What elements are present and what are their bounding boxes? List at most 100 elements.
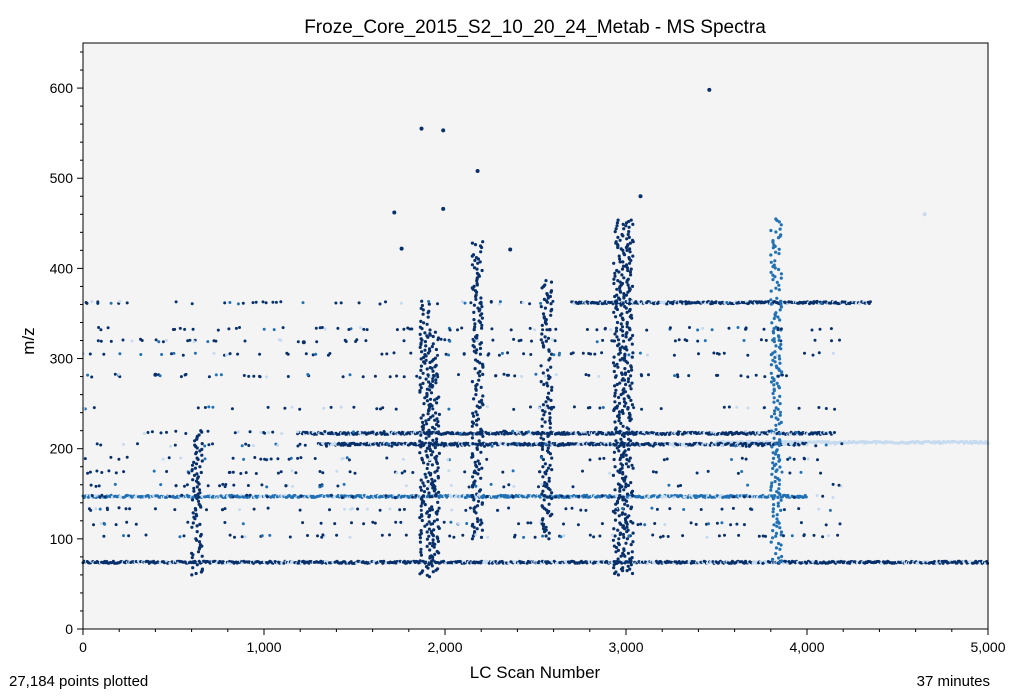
column-point	[433, 552, 437, 557]
scatter-point	[158, 374, 162, 378]
column-point	[422, 461, 426, 465]
column-point	[613, 534, 617, 538]
column-point	[630, 403, 635, 407]
scatter-point	[457, 522, 460, 526]
scatter-point	[632, 406, 636, 410]
column-point	[437, 395, 441, 399]
column-point	[616, 541, 621, 545]
column-point	[425, 530, 429, 534]
column-point	[419, 341, 423, 345]
column-point	[471, 253, 476, 257]
scatter-point	[696, 328, 700, 332]
column-point	[626, 268, 630, 273]
column-point	[419, 319, 423, 323]
column-point	[421, 371, 425, 375]
column-point	[622, 397, 626, 401]
scatter-point	[653, 522, 657, 525]
scatter-point	[762, 327, 766, 331]
column-point	[618, 381, 622, 385]
scatter-point	[320, 535, 324, 539]
scatter-point	[336, 484, 340, 488]
column-point	[424, 358, 428, 362]
column-point	[622, 378, 627, 382]
column-point	[194, 571, 198, 576]
column-point	[470, 537, 474, 541]
scatter-point	[677, 430, 680, 434]
scatter-point	[90, 375, 94, 379]
column-point	[774, 462, 778, 466]
scatter-point	[579, 508, 583, 512]
column-point	[614, 439, 618, 443]
column-point	[776, 315, 780, 319]
column-point	[197, 488, 202, 492]
column-point	[470, 420, 474, 424]
scatter-point	[228, 470, 232, 474]
column-point	[478, 374, 482, 378]
scatter-point	[99, 521, 103, 525]
scatter-point	[534, 372, 538, 376]
column-point	[431, 414, 435, 418]
scatter-point	[775, 353, 779, 357]
scatter-point	[352, 430, 355, 434]
column-point	[778, 361, 782, 365]
column-point	[473, 243, 478, 247]
scatter-point	[268, 533, 272, 537]
column-point	[195, 456, 199, 460]
column-point	[431, 538, 435, 542]
column-point	[630, 381, 634, 385]
column-point	[621, 333, 625, 338]
scatter-point	[652, 443, 656, 447]
scatter-point	[178, 535, 182, 539]
column-point	[617, 514, 621, 518]
column-point	[626, 528, 630, 532]
scatter-point	[97, 326, 101, 329]
scatter-point	[498, 300, 502, 304]
column-point	[774, 344, 778, 348]
scatter-point	[812, 533, 816, 537]
scatter-point	[838, 338, 841, 342]
scatter-point	[304, 431, 308, 435]
scatter-point	[458, 431, 462, 435]
scatter-point	[344, 340, 348, 343]
column-point	[618, 351, 622, 355]
column-point	[616, 557, 620, 561]
column-point	[624, 462, 629, 466]
column-point	[775, 448, 779, 452]
scatter-point	[223, 521, 227, 524]
scatter-point	[797, 406, 801, 410]
column-point	[419, 513, 424, 517]
scatter-point	[581, 351, 585, 355]
column-point	[477, 462, 482, 466]
column-point	[612, 457, 616, 462]
scatter-point	[388, 375, 392, 379]
column-point	[623, 371, 628, 375]
scatter-point	[553, 443, 557, 447]
column-point	[550, 468, 554, 472]
column-point	[546, 384, 550, 388]
scatter-point	[279, 470, 283, 474]
column-point	[421, 413, 425, 417]
column-point	[611, 473, 616, 477]
column-point	[778, 410, 783, 414]
column-point	[434, 381, 438, 385]
scatter-point	[526, 521, 530, 525]
column-point	[613, 394, 617, 398]
scatter-point	[699, 508, 703, 511]
scatter-point	[159, 483, 163, 487]
column-point	[424, 419, 428, 423]
scatter-point	[386, 442, 389, 446]
column-point	[435, 460, 439, 464]
column-point	[550, 512, 554, 516]
column-point	[431, 558, 435, 562]
column-point	[422, 484, 426, 488]
scatter-point	[258, 374, 261, 378]
column-point	[614, 326, 619, 330]
scatter-point	[207, 375, 211, 379]
scatter-point	[246, 484, 250, 487]
scatter-point	[183, 484, 186, 488]
scatter-point	[323, 327, 327, 331]
column-point	[622, 227, 626, 231]
column-point	[544, 279, 548, 283]
column-point	[425, 466, 429, 471]
column-point	[425, 544, 429, 549]
